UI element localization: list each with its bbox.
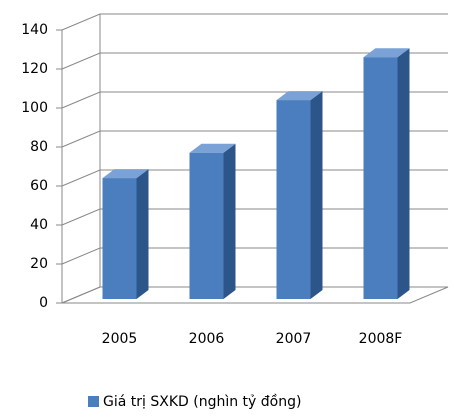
y-tick-label: 60 bbox=[30, 178, 48, 194]
grid-line bbox=[61, 169, 448, 187]
y-tick-label: 20 bbox=[30, 256, 48, 272]
bar-side bbox=[223, 143, 236, 299]
bar bbox=[189, 143, 236, 299]
y-tick-label: 140 bbox=[21, 22, 48, 38]
x-tick-label: 2008F bbox=[359, 331, 403, 347]
x-tick-label: 2006 bbox=[189, 331, 225, 347]
bar-front bbox=[363, 57, 398, 300]
bar-side bbox=[397, 48, 410, 300]
y-tick-label: 0 bbox=[39, 295, 48, 311]
x-tick-label: 2005 bbox=[102, 331, 138, 347]
x-tick-label: 2007 bbox=[276, 331, 312, 347]
legend-label: Giá trị SXKD (nghìn tỷ đồng) bbox=[103, 393, 301, 410]
bar-front bbox=[102, 178, 137, 299]
grid-line bbox=[61, 13, 448, 31]
grid-line bbox=[61, 208, 448, 226]
grid-line bbox=[61, 130, 448, 148]
bar-top bbox=[276, 91, 323, 101]
bars bbox=[102, 48, 410, 300]
bar bbox=[102, 169, 149, 299]
grid-line bbox=[61, 52, 448, 70]
bar-top bbox=[363, 48, 410, 58]
bar-front bbox=[276, 100, 311, 299]
bar-front bbox=[189, 152, 224, 299]
y-tick-label: 120 bbox=[21, 61, 48, 77]
grid-line bbox=[61, 286, 448, 304]
y-tick-label: 100 bbox=[21, 100, 48, 116]
bar-side bbox=[136, 169, 149, 299]
bar-top bbox=[189, 143, 236, 153]
grid: 0 20 40 60 80 100 120 140 2005 2006 2007 2008F bbox=[21, 13, 449, 347]
bar bbox=[276, 91, 323, 299]
bar-top bbox=[102, 169, 149, 179]
y-tick-label: 80 bbox=[30, 139, 48, 155]
y-tick-label: 40 bbox=[30, 217, 48, 233]
grid-line bbox=[61, 247, 448, 265]
legend-swatch bbox=[88, 396, 99, 407]
bar-side bbox=[310, 91, 323, 299]
bar bbox=[363, 48, 410, 300]
grid-line bbox=[61, 91, 448, 109]
